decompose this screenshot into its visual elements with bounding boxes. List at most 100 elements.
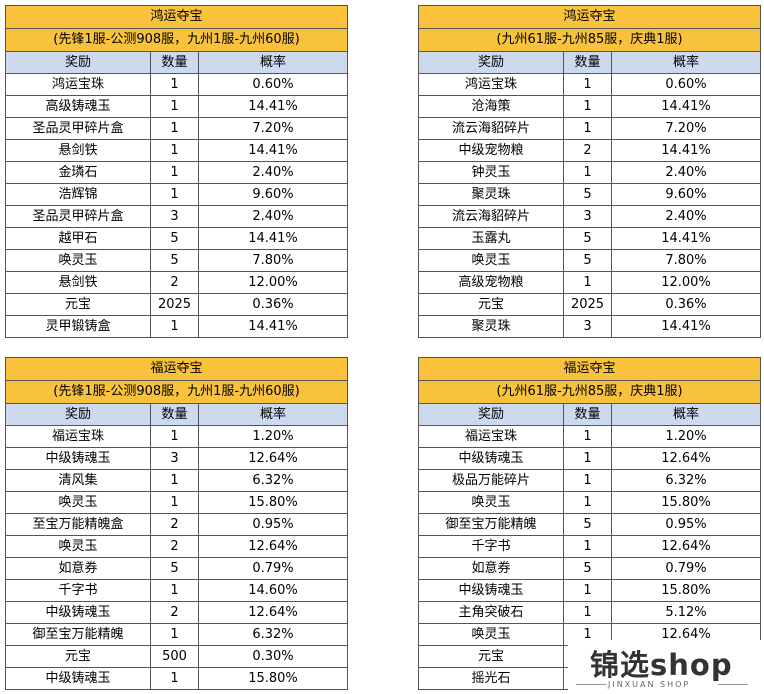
- cell-reward: 沧海策: [418, 95, 564, 118]
- table-row: 中级宠物粮 2 14.41%: [418, 139, 761, 162]
- table-row: 元宝 500 0.30%: [5, 645, 348, 668]
- table-row: 中级铸魂玉 1 12.64%: [418, 447, 761, 470]
- cell-rate: 12.64%: [198, 447, 348, 470]
- cell-reward: 聚灵珠: [418, 315, 564, 338]
- cell-reward: 圣品灵甲碎片盒: [5, 205, 151, 228]
- header-qty: 数量: [150, 403, 199, 426]
- cell-reward: 福运宝珠: [5, 425, 151, 448]
- cell-qty: 5: [563, 249, 612, 272]
- cell-qty: 1: [563, 469, 612, 492]
- cell-rate: 0.36%: [198, 293, 348, 316]
- cell-reward: 中级铸魂玉: [5, 601, 151, 624]
- table-row: 唤灵玉 1 15.80%: [418, 491, 761, 514]
- table-title: 鸿运夺宝: [418, 5, 761, 29]
- table-row: 沧海策 1 14.41%: [418, 95, 761, 118]
- table-row: 千字书 1 14.60%: [5, 579, 348, 602]
- table-row: 中级铸魂玉 3 12.64%: [5, 447, 348, 470]
- cell-qty: 1: [150, 667, 199, 690]
- cell-reward: 元宝: [5, 645, 151, 668]
- table-row: 御至宝万能精魄 5 0.95%: [418, 513, 761, 536]
- table-subtitle-row: (先锋1服-公测908服，九州1服-九州60服): [5, 380, 348, 404]
- cell-reward: 中级铸魂玉: [418, 447, 564, 470]
- table-row: 高级宠物粮 1 12.00%: [418, 271, 761, 294]
- table-row: 主角突破石 1 5.12%: [418, 601, 761, 624]
- table-subtitle: (九州61服-九州85服，庆典1服): [418, 380, 761, 404]
- table-row: 福运宝珠 1 1.20%: [418, 425, 761, 448]
- header-reward: 奖励: [418, 51, 564, 74]
- cell-rate: 14.41%: [611, 227, 761, 250]
- cell-reward: 流云海貂碎片: [418, 117, 564, 140]
- cell-reward: 中级宠物粮: [418, 139, 564, 162]
- cell-qty: 5: [150, 227, 199, 250]
- cell-reward: 鸿运宝珠: [5, 73, 151, 96]
- cell-qty: 1: [563, 425, 612, 448]
- table-title: 福运夺宝: [5, 357, 348, 381]
- cell-reward: 摇光石: [418, 667, 564, 690]
- table-row: 越甲石 5 14.41%: [5, 227, 348, 250]
- header-rate: 概率: [198, 51, 348, 74]
- cell-qty: 1: [150, 95, 199, 118]
- table-row: 中级铸魂玉 2 12.64%: [5, 601, 348, 624]
- table-row: 清风集 1 6.32%: [5, 469, 348, 492]
- cell-rate: 0.79%: [198, 557, 348, 580]
- cell-rate: 7.20%: [611, 117, 761, 140]
- cell-qty: 1: [563, 535, 612, 558]
- cell-qty: 2: [563, 139, 612, 162]
- cell-reward: 极品万能碎片: [418, 469, 564, 492]
- cell-reward: 唤灵玉: [418, 249, 564, 272]
- table-row: 福运宝珠 1 1.20%: [5, 425, 348, 448]
- cell-reward: 聚灵珠: [418, 183, 564, 206]
- cell-qty: 1: [563, 73, 612, 96]
- cell-reward: 元宝: [418, 645, 564, 668]
- table-row: 流云海貂碎片 1 7.20%: [418, 117, 761, 140]
- cell-rate: 14.41%: [198, 139, 348, 162]
- table-row: 鸿运宝珠 1 0.60%: [418, 73, 761, 96]
- cell-reward: 高级宠物粮: [418, 271, 564, 294]
- table-row: 中级铸魂玉 1 15.80%: [5, 667, 348, 690]
- cell-qty: 1: [563, 601, 612, 624]
- cell-rate: 14.60%: [198, 579, 348, 602]
- table-title-row: 福运夺宝: [5, 357, 348, 381]
- cell-qty: 1: [150, 117, 199, 140]
- table-row: 御至宝万能精魄 1 6.32%: [5, 623, 348, 646]
- cell-reward: 悬剑铁: [5, 271, 151, 294]
- cell-qty: 3: [150, 447, 199, 470]
- cell-qty: 3: [150, 205, 199, 228]
- table-title-row: 福运夺宝: [418, 357, 761, 381]
- cell-rate: 12.00%: [198, 271, 348, 294]
- table-row: 聚灵珠 5 9.60%: [418, 183, 761, 206]
- header-qty: 数量: [563, 403, 612, 426]
- table-row: 元宝 2025 0.36%: [5, 293, 348, 316]
- table-row: 钟灵玉 1 2.40%: [418, 161, 761, 184]
- cell-qty: 2: [150, 271, 199, 294]
- cell-rate: 12.64%: [198, 601, 348, 624]
- cell-reward: 中级铸魂玉: [5, 667, 151, 690]
- cell-reward: 悬剑铁: [5, 139, 151, 162]
- cell-rate: 14.41%: [611, 315, 761, 338]
- table-row: 唤灵玉 5 7.80%: [418, 249, 761, 272]
- cell-reward: 灵甲锻铸盒: [5, 315, 151, 338]
- table-row: 唤灵玉 1 12.64%: [418, 623, 761, 646]
- cell-qty: 1: [563, 117, 612, 140]
- cell-rate: 14.41%: [198, 315, 348, 338]
- cell-reward: 主角突破石: [418, 601, 564, 624]
- cell-rate: 0.60%: [198, 73, 348, 96]
- cell-qty: 1: [563, 491, 612, 514]
- table-row: 玉露丸 5 14.41%: [418, 227, 761, 250]
- header-reward: 奖励: [5, 403, 151, 426]
- cell-rate: 7.80%: [198, 249, 348, 272]
- cell-reward: 玉露丸: [418, 227, 564, 250]
- cell-qty: 5: [563, 227, 612, 250]
- cell-qty: 1: [150, 469, 199, 492]
- table-row: 圣品灵甲碎片盒 3 2.40%: [5, 205, 348, 228]
- cell-qty: 1: [563, 447, 612, 470]
- cell-reward: 元宝: [418, 293, 564, 316]
- cell-qty: 1: [563, 271, 612, 294]
- cell-qty: 5: [150, 249, 199, 272]
- cell-rate: 12.00%: [611, 271, 761, 294]
- cell-rate: 9.60%: [611, 183, 761, 206]
- cell-qty: 500: [150, 645, 199, 668]
- cell-reward: 金璘石: [5, 161, 151, 184]
- cell-reward: 唤灵玉: [418, 623, 564, 646]
- cell-reward: 御至宝万能精魄: [5, 623, 151, 646]
